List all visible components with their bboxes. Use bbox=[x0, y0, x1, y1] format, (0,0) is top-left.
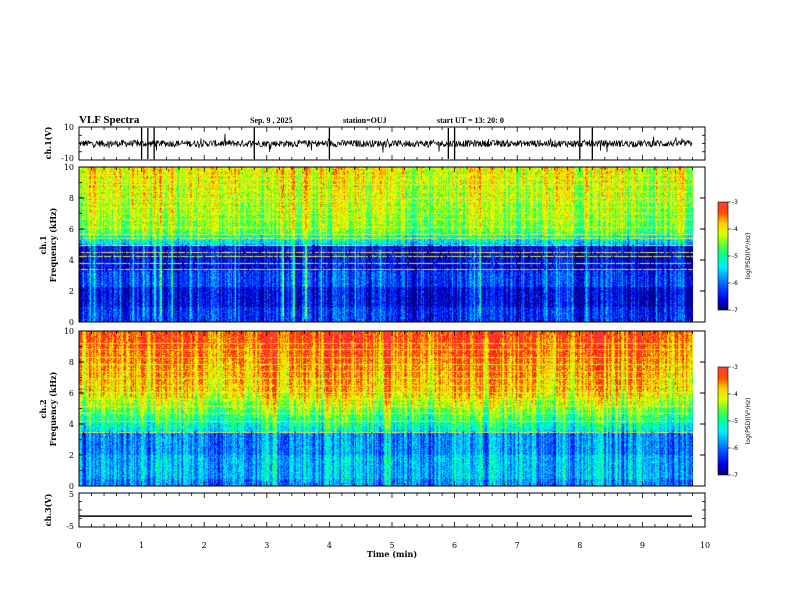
ch2-colorbar-ticklabel-0: -3 bbox=[732, 364, 738, 371]
time-axis-ticklabel-8: 8 bbox=[577, 541, 582, 550]
ch2-spectrogram-ytick-10: 10 bbox=[64, 327, 74, 336]
ch1-colorbar-ticklabel-4: -7 bbox=[732, 307, 738, 314]
ch3-waveform-panel: 5 -5 ch.3(V) bbox=[43, 490, 706, 531]
time-axis-ticklabel-5: 5 bbox=[389, 541, 394, 550]
ch2-colorbar-title: log(PSD)(V²/Hz) bbox=[745, 398, 752, 445]
ch2-colorbar: -3 -4 -5 -6 -7 log(PSD)(V²/Hz) bbox=[717, 364, 752, 479]
ch1-spectrogram-ytick-8: 8 bbox=[69, 194, 74, 203]
ch2-spectrogram-ytick-8: 8 bbox=[69, 358, 74, 367]
ch2-colorbar-ticklabel-3: -6 bbox=[732, 445, 738, 452]
ch1-ytick-bottom: -10 bbox=[61, 154, 74, 163]
ch1-waveform-trace bbox=[78, 133, 693, 153]
ch2-colorbar-scale bbox=[717, 366, 729, 476]
ch1-spectrogram-ylabel-frequency: Frequency (kHz) bbox=[48, 207, 58, 282]
ch2-spectrogram-ylabel-channel: ch.2 bbox=[38, 399, 48, 418]
time-axis-ticklabel-4: 4 bbox=[327, 541, 332, 550]
time-axis-ticklabel-0: 0 bbox=[76, 541, 81, 550]
ch1-spectrogram-ytick-0: 0 bbox=[69, 318, 74, 327]
start-ut-label: start UT = 13: 20: 0 bbox=[437, 116, 504, 125]
ch2-spectrogram-panel: 0 2 4 6 8 10 ch.2 Frequency (kHz) -3 -4 -5 -6 -7 l… bbox=[38, 327, 752, 491]
ch2-spectrogram-yticks: 0 2 4 6 8 10 bbox=[64, 327, 705, 491]
figure-title: VLF Spectra bbox=[79, 114, 140, 126]
time-axis-ticklabel-2: 2 bbox=[202, 541, 207, 550]
ch1-colorbar: -3 -4 -5 -6 -7 log(PSD)(V²/Hz) bbox=[717, 199, 752, 314]
ch1-waveform-ylabel: ch.1(V) bbox=[43, 126, 53, 159]
ch3-waveform-ylabel: ch.3(V) bbox=[43, 493, 53, 526]
time-axis-ticklabel-1: 1 bbox=[139, 541, 144, 550]
time-axis-ticklabel-7: 7 bbox=[515, 541, 520, 550]
ch1-colorbar-ticklabel-2: -5 bbox=[732, 253, 738, 260]
ch3-ytick-top: 5 bbox=[69, 490, 74, 499]
time-axis-title: Time (min) bbox=[367, 549, 417, 559]
ch1-colorbar-ticklabel-3: -6 bbox=[732, 280, 738, 287]
ch2-spectrogram-ytick-0: 0 bbox=[69, 482, 74, 491]
ch1-spectrogram-ytick-6: 6 bbox=[69, 225, 74, 234]
date-label: Sep. 9 , 2025 bbox=[250, 116, 292, 125]
time-axis-ticklabel-3: 3 bbox=[264, 541, 269, 550]
ch1-spikes bbox=[140, 128, 593, 159]
ch1-spectrogram-image bbox=[79, 167, 693, 322]
ch1-waveform-panel: 10 -10 ch.1(V) bbox=[43, 123, 706, 163]
ch1-spectrogram-yticks: 0 2 4 6 8 10 bbox=[64, 163, 705, 327]
ch1-colorbar-scale bbox=[717, 201, 729, 311]
ch1-colorbar-title: log(PSD)(V²/Hz) bbox=[745, 233, 752, 280]
ch1-spectrogram-ylabel-channel: ch.1 bbox=[38, 235, 48, 254]
ch1-spectrogram-ytick-4: 4 bbox=[69, 256, 74, 265]
ch2-spectrogram-ytick-4: 4 bbox=[69, 420, 74, 429]
time-axis-labels: 0 1 2 3 4 5 6 7 8 9 10 bbox=[76, 541, 710, 550]
ch1-ytick-top: 10 bbox=[64, 123, 74, 132]
ch2-spectrogram-ytick-2: 2 bbox=[69, 451, 74, 460]
ch2-colorbar-ticklabel-4: -7 bbox=[732, 472, 738, 479]
ch2-spectrogram-image bbox=[79, 331, 693, 486]
time-axis-ticklabel-10: 10 bbox=[700, 541, 710, 550]
ch2-spectrogram-ylabel-frequency: Frequency (kHz) bbox=[48, 371, 58, 446]
ch1-spectrogram-ytick-10: 10 bbox=[64, 163, 74, 172]
ch2-spectrogram-ytick-6: 6 bbox=[69, 389, 74, 398]
time-axis-ticklabel-6: 6 bbox=[452, 541, 457, 550]
ch1-spectrogram-ytick-2: 2 bbox=[69, 287, 74, 296]
time-axis-ticklabel-9: 9 bbox=[640, 541, 645, 550]
station-label: station=OUJ bbox=[343, 116, 387, 125]
ch2-colorbar-ticklabel-2: -5 bbox=[732, 418, 738, 425]
ch3-ytick-bottom: -5 bbox=[66, 522, 74, 531]
ch1-colorbar-ticklabel-1: -4 bbox=[732, 226, 738, 233]
ch1-colorbar-ticklabel-0: -3 bbox=[732, 199, 738, 206]
ch2-colorbar-ticklabel-1: -4 bbox=[732, 391, 738, 398]
time-axis-ticks bbox=[78, 126, 706, 528]
ch3-waveform-frame bbox=[78, 492, 706, 528]
ch1-spectrogram-panel: 0 2 4 6 8 10 ch.1 Frequency (kHz) -3 -4 -5 -6 -7 l… bbox=[38, 163, 752, 327]
